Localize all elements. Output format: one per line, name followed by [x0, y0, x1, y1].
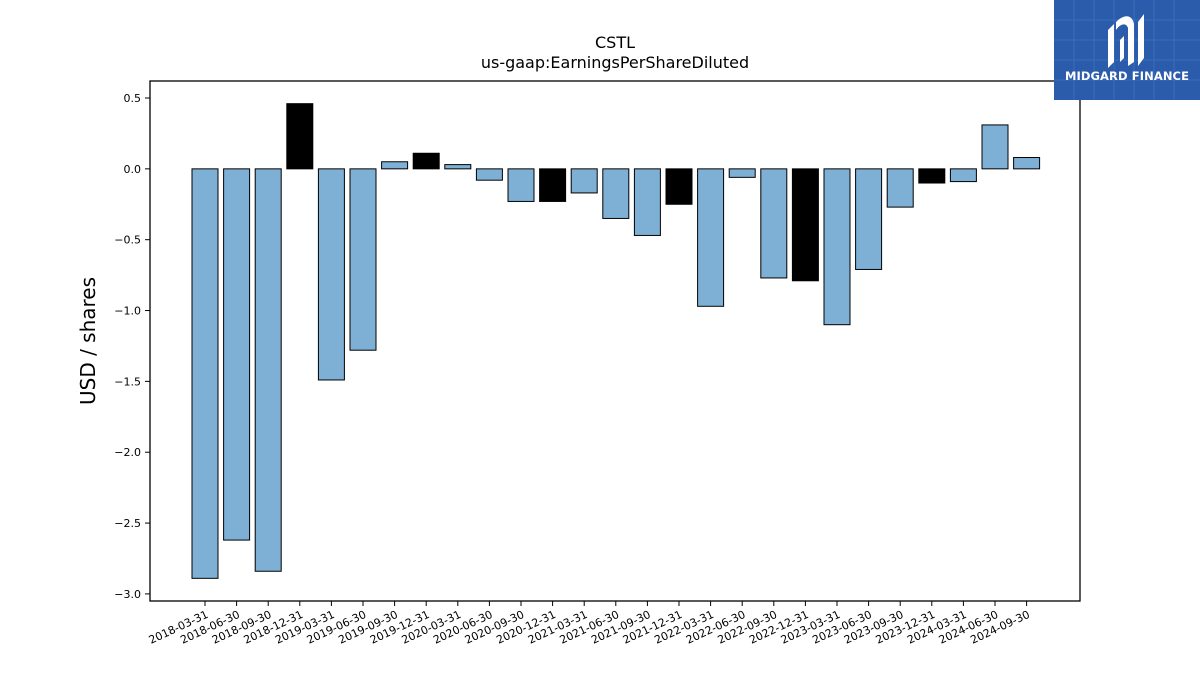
bar-2019-12-31	[412, 152, 440, 170]
x-axis: 2018-03-312018-06-302018-09-302018-12-31…	[147, 601, 1032, 647]
y-tick-label: −2.0	[114, 446, 141, 459]
y-tick-label: −3.0	[114, 588, 141, 601]
logo-grid-pattern	[1054, 0, 1200, 100]
bar-2023-09-30	[886, 168, 914, 208]
y-tick-label: 0.0	[124, 163, 142, 176]
bar-2020-06-30	[475, 168, 503, 181]
bar-2019-06-30	[349, 168, 377, 351]
y-axis: 0.5 0.0 −0.5 −1.0 −1.5 −2.0 −2.5 −3.0	[114, 92, 150, 601]
bar-2022-03-31	[697, 168, 725, 307]
bar-2024-06-30	[981, 124, 1009, 170]
logo-text: MIDGARD FINANCE	[1064, 69, 1190, 83]
chart-title: CSTL	[595, 33, 635, 52]
bar-2018-06-30	[223, 168, 251, 541]
plot-frame	[149, 80, 1081, 602]
bar-2024-03-31	[949, 168, 977, 183]
y-tick-label: 0.5	[124, 92, 142, 105]
bar-2020-09-30	[507, 168, 535, 202]
bar-2022-06-30	[728, 168, 756, 178]
bar-2022-12-31	[791, 168, 819, 282]
chart-subtitle: us-gaap:EarningsPerShareDiluted	[481, 53, 749, 72]
bar-2023-06-30	[855, 168, 883, 270]
bar-2023-12-31	[918, 168, 946, 184]
midgard-logo-mark-icon	[1108, 14, 1144, 68]
y-tick-label: −0.5	[114, 234, 141, 247]
bar-2023-03-31	[823, 168, 851, 326]
bar-2021-12-31	[665, 168, 693, 205]
bar-series	[191, 103, 1041, 579]
bar-2022-09-30	[760, 168, 788, 279]
bar-2021-09-30	[633, 168, 661, 236]
midgard-finance-logo: MIDGARD FINANCE	[1054, 0, 1200, 100]
y-tick-label: −1.0	[114, 305, 141, 318]
bar-2019-03-31	[317, 168, 345, 381]
y-tick-label: −2.5	[114, 517, 141, 530]
bar-2021-06-30	[602, 168, 630, 219]
bar-2024-09-30	[1013, 157, 1041, 170]
bar-2021-03-31	[570, 168, 598, 194]
y-axis-label: USD / shares	[76, 277, 100, 405]
bar-2019-09-30	[381, 161, 409, 170]
bar-2018-12-31	[286, 103, 314, 170]
bar-2020-12-31	[539, 168, 567, 202]
bar-2018-09-30	[254, 168, 282, 572]
y-tick-label: −1.5	[114, 375, 141, 388]
bar-2020-03-31	[444, 164, 472, 170]
bar-2018-03-31	[191, 168, 219, 579]
